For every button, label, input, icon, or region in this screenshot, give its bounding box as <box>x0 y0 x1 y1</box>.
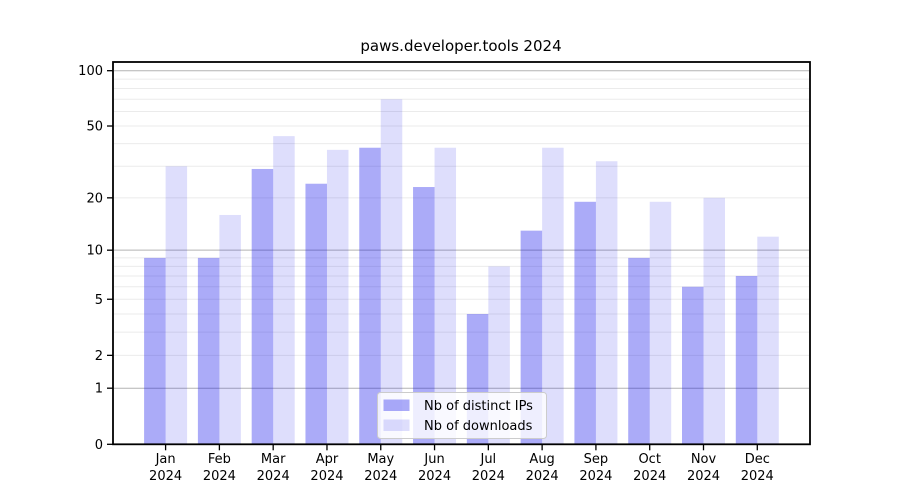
bar-downloads-aug <box>542 147 564 445</box>
x-tick-label-month: Sep <box>584 452 609 467</box>
bar-downloads-jan <box>165 166 188 445</box>
legend-swatch-distinct-ips <box>383 399 410 411</box>
bar-distinct-ips-feb <box>197 257 220 445</box>
x-tick-label-year: 2024 <box>418 469 451 484</box>
x-tick-label-month: Jul <box>479 452 496 467</box>
x-tick-label-month: Dec <box>745 452 770 467</box>
bar-distinct-ips-sep <box>574 201 596 445</box>
x-tick-label-year: 2024 <box>149 469 182 484</box>
bar-downloads-dec <box>757 236 779 445</box>
bar-distinct-ips-jan <box>144 257 166 445</box>
x-tick-label-year: 2024 <box>687 469 720 484</box>
legend-swatch-downloads <box>383 419 410 431</box>
y-tick-label: 20 <box>86 191 103 206</box>
bar-distinct-ips-apr <box>305 183 327 445</box>
x-tick-label-month: May <box>367 452 394 467</box>
y-tick-label: 2 <box>95 349 103 364</box>
bar-downloads-mar <box>273 136 295 445</box>
bar-downloads-sep <box>595 161 618 445</box>
x-tick-label-year: 2024 <box>633 469 666 484</box>
x-tick-label-month: Nov <box>691 452 717 467</box>
x-tick-label-month: Oct <box>638 452 660 467</box>
y-tick-label: 0 <box>95 438 103 453</box>
legend-label: Nb of downloads <box>424 419 533 434</box>
y-tick-label: 100 <box>78 64 103 79</box>
bar-downloads-apr <box>326 149 349 445</box>
y-tick-label: 50 <box>86 120 103 135</box>
bar-distinct-ips-oct <box>628 257 650 445</box>
bar-downloads-feb <box>219 214 241 445</box>
x-tick-label-month: Jan <box>155 452 176 467</box>
x-tick-label-month: Feb <box>208 452 231 467</box>
legend: Nb of distinct IPs Nb of downloads <box>377 392 547 439</box>
x-tick-label-year: 2024 <box>257 469 290 484</box>
x-tick-label-year: 2024 <box>364 469 397 484</box>
bar-distinct-ips-aug <box>520 230 543 445</box>
legend-label: Nb of distinct IPs <box>424 399 533 414</box>
y-tick-label: 5 <box>95 293 103 308</box>
x-tick-label-year: 2024 <box>741 469 774 484</box>
bar-downloads-oct <box>649 201 672 445</box>
grid-layer <box>114 70 809 389</box>
bar-distinct-ips-nov <box>682 286 704 445</box>
axis-ticks-layer: 0 1 2 5 10 20 50 100 Jan 2024 Feb 2024 Mar 2024 Apr 202… <box>78 64 774 484</box>
plot-border <box>112 61 811 446</box>
bar-downloads-nov <box>703 197 725 445</box>
x-tick-label-year: 2024 <box>526 469 559 484</box>
x-tick-label-month: Apr <box>316 452 339 467</box>
bar-distinct-ips-mar <box>251 168 274 445</box>
x-tick-label-year: 2024 <box>310 469 343 484</box>
legend-box <box>377 392 547 439</box>
x-tick-label-year: 2024 <box>203 469 236 484</box>
x-tick-label-year: 2024 <box>579 469 612 484</box>
bar-distinct-ips-dec <box>735 275 758 445</box>
x-tick-label-month: Mar <box>261 452 286 467</box>
x-tick-label-month: Jun <box>423 452 444 467</box>
bar-distinct-ips-may <box>359 147 381 445</box>
y-tick-label: 1 <box>95 382 103 397</box>
chart-title: paws.developer.tools 2024 <box>360 37 561 55</box>
x-tick-label-year: 2024 <box>472 469 505 484</box>
bar-downloads-jun <box>434 147 457 445</box>
bar-downloads-may <box>380 99 403 445</box>
y-tick-label: 10 <box>86 244 103 259</box>
x-tick-label-month: Aug <box>529 452 554 467</box>
bar-distinct-ips-jun <box>413 187 435 445</box>
